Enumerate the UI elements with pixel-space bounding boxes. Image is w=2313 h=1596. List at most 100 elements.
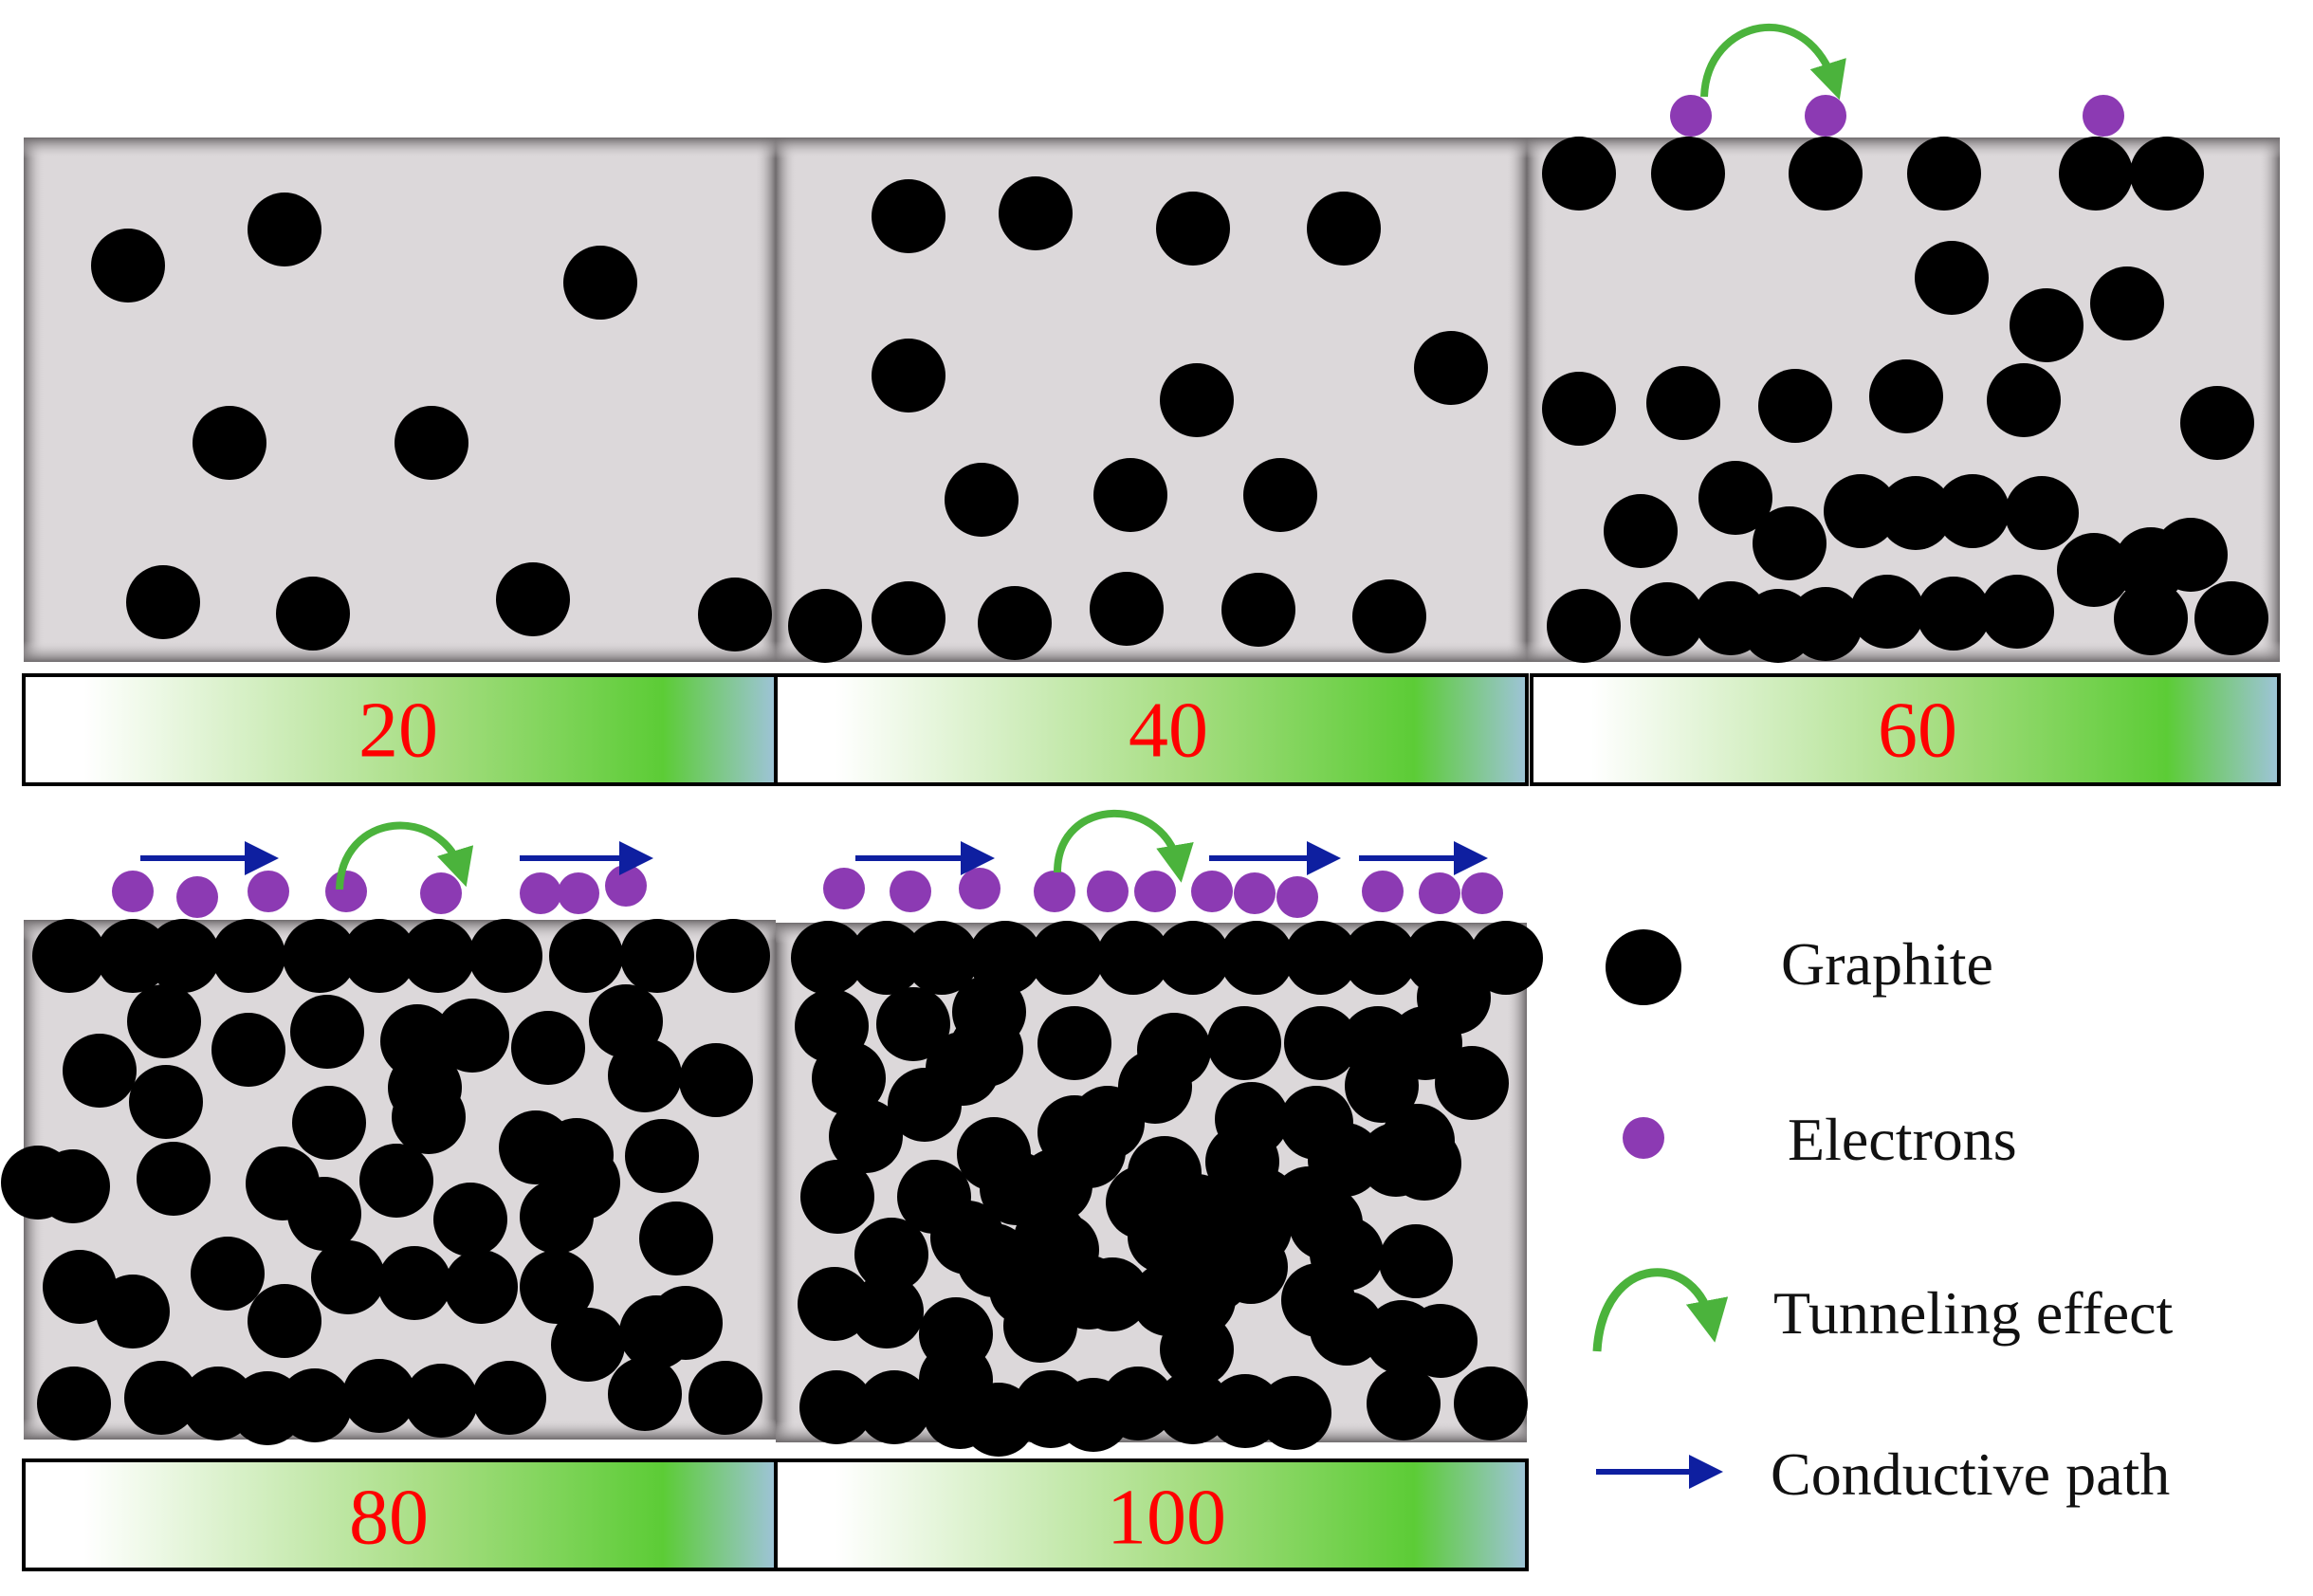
concentration-bar-60: 60 bbox=[1530, 673, 2281, 786]
electron bbox=[1805, 95, 1846, 137]
tunneling-arrow-100 bbox=[1054, 809, 1194, 883]
graphite-group-40 bbox=[788, 176, 1488, 663]
graphite-particle bbox=[696, 919, 770, 993]
graphite-particle bbox=[377, 1246, 451, 1320]
graphite-particle bbox=[433, 1183, 507, 1257]
electron bbox=[248, 871, 289, 912]
graphite-particle bbox=[999, 176, 1073, 250]
electron-group-60 bbox=[1670, 95, 2124, 137]
graphite-particle bbox=[1879, 476, 1953, 550]
graphite-particle bbox=[248, 1284, 321, 1358]
graphite-particle bbox=[1093, 458, 1167, 532]
graphite-particle bbox=[872, 581, 945, 655]
electron bbox=[112, 871, 154, 912]
graphite-particle bbox=[625, 1119, 699, 1193]
graphite-particle bbox=[1307, 192, 1381, 266]
graphite-particle bbox=[2005, 476, 2079, 550]
graphite-particle bbox=[1936, 474, 2010, 548]
graphite-particle bbox=[2180, 386, 2254, 460]
concentration-bar-20: 20 bbox=[22, 673, 778, 786]
graphite-particle bbox=[1604, 494, 1678, 568]
graphite-particle bbox=[1980, 575, 2054, 649]
graphite-particle bbox=[287, 1177, 361, 1251]
electron bbox=[1191, 871, 1233, 912]
graphite-particle bbox=[283, 919, 357, 993]
graphite-particle bbox=[191, 1237, 265, 1311]
concentration-bar-40: 40 bbox=[774, 673, 1529, 786]
graphite-particle bbox=[1220, 921, 1294, 995]
graphite-particle bbox=[563, 246, 637, 320]
graphite-particle bbox=[1907, 137, 1981, 211]
graphite-particle bbox=[945, 463, 1019, 537]
graphite-particle bbox=[211, 1013, 285, 1087]
graphite-particle bbox=[2059, 137, 2133, 211]
graphite-particle bbox=[2010, 288, 2084, 362]
graphite-particle bbox=[96, 1275, 170, 1348]
graphite-particle bbox=[1075, 1257, 1149, 1331]
graphite-particle bbox=[36, 1149, 110, 1223]
graphite-particle bbox=[1379, 1224, 1453, 1298]
composite-box-60 bbox=[1527, 138, 2280, 662]
graphite-particle bbox=[1367, 1367, 1441, 1440]
graphite-particle bbox=[812, 1041, 886, 1115]
graphite-particle bbox=[1651, 137, 1725, 211]
graphite-particle bbox=[1646, 366, 1720, 440]
graphite-particle bbox=[290, 995, 364, 1069]
graphite-particle bbox=[248, 193, 321, 266]
graphite-particle bbox=[1243, 458, 1317, 532]
graphite-particle bbox=[91, 229, 165, 303]
graphite-particle bbox=[511, 1011, 585, 1085]
graphite-particle bbox=[1156, 192, 1230, 266]
graphite-particle bbox=[850, 921, 924, 995]
graphite-particle bbox=[435, 999, 509, 1073]
graphite-particle bbox=[392, 1080, 466, 1154]
graphite-particle bbox=[1101, 1367, 1175, 1440]
graphite-particle bbox=[608, 1357, 682, 1431]
graphite-particle bbox=[639, 1202, 713, 1275]
electron bbox=[176, 876, 218, 918]
graphite-particle bbox=[649, 1286, 723, 1360]
concentration-bar-80: 80 bbox=[22, 1458, 778, 1571]
graphite-particle bbox=[1345, 1049, 1419, 1123]
graphite-particle bbox=[679, 1043, 753, 1117]
graphite-particle bbox=[1850, 575, 1924, 649]
tunneling-arrow-80 bbox=[336, 821, 474, 890]
graphite-particle bbox=[193, 406, 266, 480]
graphite-particle bbox=[1352, 579, 1426, 653]
graphite-particle bbox=[211, 919, 285, 993]
electron bbox=[1362, 871, 1404, 912]
graphite-particle bbox=[127, 984, 201, 1058]
graphite-particle bbox=[1284, 921, 1358, 995]
electron bbox=[1276, 876, 1318, 918]
graphite-particle bbox=[126, 565, 200, 639]
graphite-group-80 bbox=[1, 919, 770, 1445]
graphite-particle bbox=[1758, 369, 1832, 443]
graphite-particle bbox=[1207, 1006, 1281, 1080]
graphite-particle bbox=[342, 919, 416, 993]
graphite-particle bbox=[788, 589, 862, 663]
graphite-particle bbox=[2130, 137, 2204, 211]
graphite-particle bbox=[1542, 372, 1616, 446]
legend-tunneling-icon bbox=[1592, 1268, 1729, 1352]
graphite-particle bbox=[1090, 572, 1164, 646]
graphite-particle bbox=[1037, 1006, 1111, 1080]
legend-label-electrons: Electrons bbox=[1788, 1106, 2017, 1173]
graphite-particle bbox=[876, 987, 950, 1061]
electron bbox=[1234, 872, 1276, 914]
graphite-particle bbox=[63, 1034, 137, 1108]
graphite-particle bbox=[1789, 587, 1863, 661]
concentration-label-100: 100 bbox=[1107, 1474, 1226, 1562]
graphite-particle bbox=[1019, 1148, 1092, 1222]
concentration-label-20: 20 bbox=[358, 687, 438, 775]
electron bbox=[420, 872, 462, 914]
graphite-particle bbox=[799, 1370, 873, 1444]
graphite-particle bbox=[401, 919, 475, 993]
graphite-particle bbox=[1284, 1006, 1358, 1080]
graphite-group-100 bbox=[791, 921, 1543, 1457]
electron bbox=[605, 865, 647, 907]
graphite-particle bbox=[2154, 518, 2228, 592]
electron bbox=[1461, 872, 1503, 914]
graphite-particle bbox=[1343, 921, 1417, 995]
graphite-particle bbox=[829, 1099, 903, 1173]
electron bbox=[1134, 871, 1176, 912]
